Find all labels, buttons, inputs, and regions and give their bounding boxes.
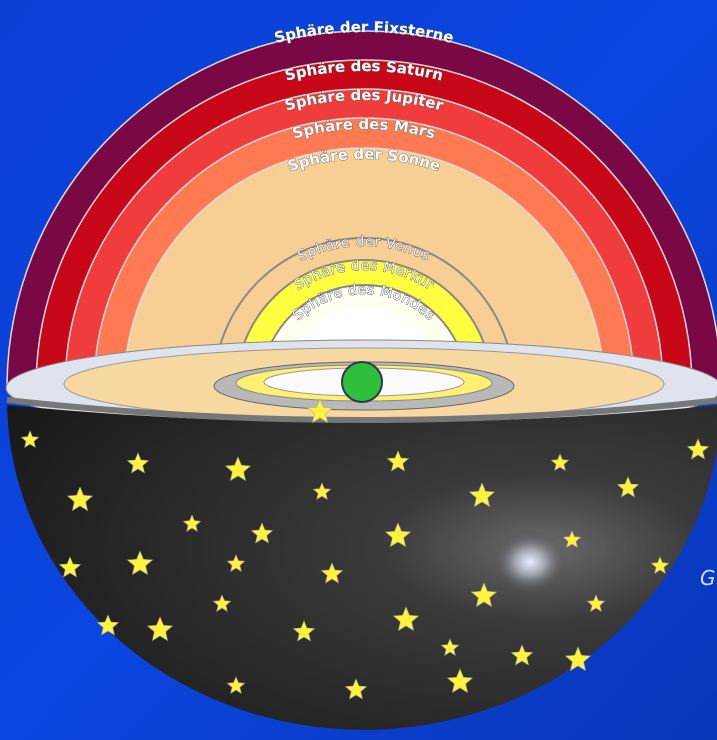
star: [470, 582, 498, 608]
star: [564, 646, 592, 672]
star: [586, 594, 606, 612]
galaxy: [492, 530, 568, 594]
star: [292, 620, 316, 642]
star: [126, 550, 154, 576]
star: [212, 594, 232, 612]
star: [616, 476, 640, 498]
star: [250, 522, 274, 544]
star: [562, 530, 582, 548]
star: [96, 614, 120, 636]
star: [20, 430, 40, 448]
star: [446, 668, 474, 694]
star: [392, 606, 420, 632]
star: [550, 453, 570, 471]
star: [306, 398, 334, 424]
star: [126, 452, 150, 474]
earth: [341, 361, 383, 403]
star: [224, 456, 252, 482]
star: [226, 676, 246, 694]
star: [440, 638, 460, 656]
star-hemisphere: [7, 400, 717, 730]
rim: [6, 397, 717, 423]
star: [686, 438, 710, 460]
star: [146, 616, 174, 642]
star: [320, 562, 344, 584]
star: [386, 450, 410, 472]
edge-text: G: [700, 566, 716, 590]
star: [66, 486, 94, 512]
star: [510, 644, 534, 666]
star: [344, 678, 368, 700]
star: [468, 482, 496, 508]
star: [226, 554, 246, 572]
stars: [20, 398, 710, 700]
star: [384, 522, 412, 548]
star: [58, 556, 82, 578]
star: [312, 482, 332, 500]
star: [650, 556, 670, 574]
star: [182, 514, 202, 532]
